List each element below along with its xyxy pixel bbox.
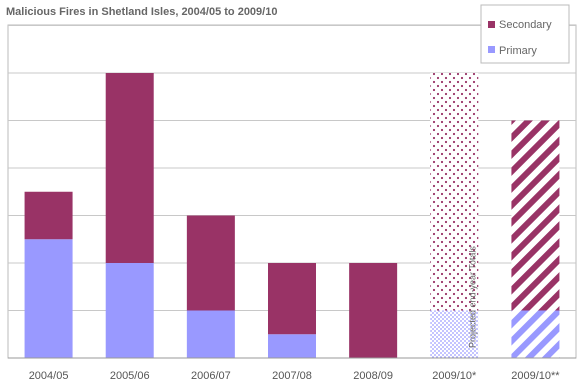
- bar-secondary-200910: [511, 120, 560, 311]
- bar-secondary-200708: [268, 263, 316, 335]
- chart-title: Malicious Fires in Shetland Isles, 2004/…: [6, 6, 277, 18]
- bar-primary-200405: [24, 239, 73, 358]
- bar-secondary-200506: [105, 73, 154, 263]
- bar-primary-200708: [268, 334, 316, 358]
- bar-secondary-200910: [430, 73, 479, 311]
- x-tick-label: 2005/06: [110, 370, 150, 381]
- bar-secondary-200405: [24, 191, 73, 240]
- bars: [24, 73, 560, 358]
- bar-primary-200910: [511, 310, 560, 358]
- bar-secondary-200809: [349, 263, 398, 358]
- x-tick-label: 2009/10*: [432, 370, 477, 381]
- bar-primary-200910: [430, 310, 479, 358]
- legend: Secondary Primary: [480, 4, 570, 64]
- bar-primary-200506: [105, 263, 154, 358]
- legend-box: [480, 4, 570, 64]
- x-tick-labels: 2004/05 2005/06 2006/07 2007/08 2008/09 2009/…: [29, 370, 561, 381]
- legend-swatch-secondary: [488, 21, 495, 28]
- gridlines: [8, 25, 576, 311]
- x-tick-label: 2008/09: [353, 370, 393, 381]
- bar-secondary-200607: [186, 215, 235, 311]
- x-tick-label: 2004/05: [29, 370, 69, 381]
- x-tick-label: 2009/10**: [511, 370, 560, 381]
- legend-swatch-primary: [488, 46, 495, 53]
- legend-label-primary: Primary: [499, 45, 537, 57]
- x-tick-label: 2006/07: [191, 370, 231, 381]
- x-tick-label: 2007/08: [272, 370, 312, 381]
- legend-label-secondary: Secondary: [499, 19, 552, 31]
- annotation-projected: Projected end-year Totals: [467, 246, 477, 348]
- bar-primary-200607: [186, 310, 235, 358]
